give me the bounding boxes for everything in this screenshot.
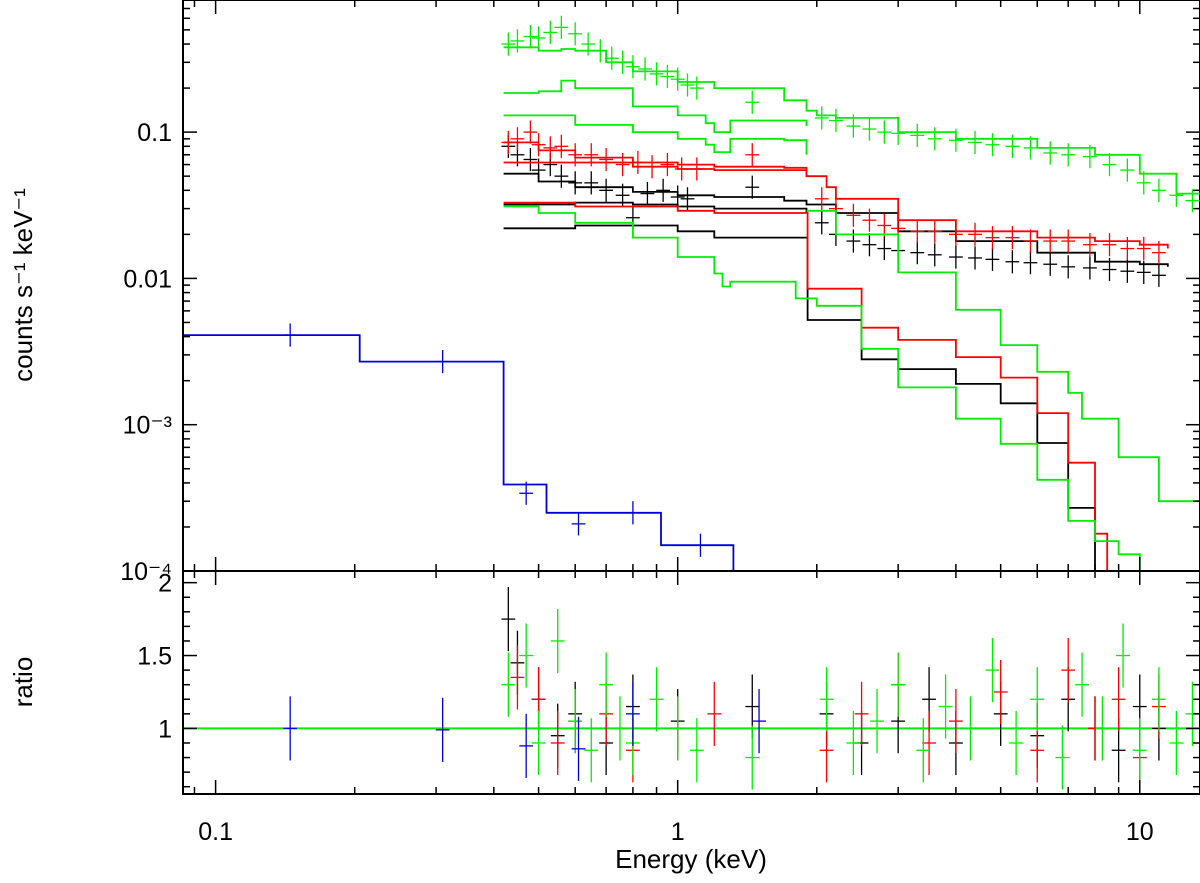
x-axis-title: Energy (keV) xyxy=(615,844,767,874)
green-model-total-line xyxy=(503,46,1200,199)
green-model-continuum-line xyxy=(806,209,1200,571)
x-tick-label: 10 xyxy=(1126,818,1154,846)
red-model-hard-line xyxy=(503,201,1109,571)
x-tick-label: 1 xyxy=(671,818,685,846)
axes: 0.1 1 10 0.1 0.01 10⁻³ 10⁻⁴ 1 1.5 2 xyxy=(120,0,1200,846)
ratio-y-tick-label: 1 xyxy=(158,715,172,743)
spectrum-y-axis-title: counts s⁻¹ keV⁻¹ xyxy=(8,188,38,382)
black-model-hard-line xyxy=(503,224,1096,571)
ratio-y-axis-title: ratio xyxy=(8,657,38,708)
green-model-mid-line xyxy=(503,114,808,155)
black-model-total-line xyxy=(503,172,1169,267)
spectrum-y-tick-label: 0.1 xyxy=(137,119,172,147)
spectrum-y-tick-label: 10⁻³ xyxy=(123,412,172,440)
ratio-y-tick-label: 2 xyxy=(158,570,172,598)
spectrum-y-tick-label: 0.01 xyxy=(123,265,172,293)
spectrum-panel xyxy=(183,15,1200,571)
ratio-panel xyxy=(183,587,1200,790)
x-tick-label: 0.1 xyxy=(198,818,233,846)
red-model-total-line xyxy=(503,141,1169,249)
ratio-panel-frame xyxy=(182,570,1200,795)
green-model-soft-line xyxy=(503,79,808,133)
spectrum-panel-frame xyxy=(182,0,1200,572)
green-model-hard-line xyxy=(503,205,1141,571)
ratio-y-tick-label: 1.5 xyxy=(137,643,172,671)
spectrum-y-tick-label: 10⁻⁴ xyxy=(120,558,172,586)
blue-model-total-line xyxy=(183,334,735,571)
black-model-soft-line xyxy=(503,201,808,213)
